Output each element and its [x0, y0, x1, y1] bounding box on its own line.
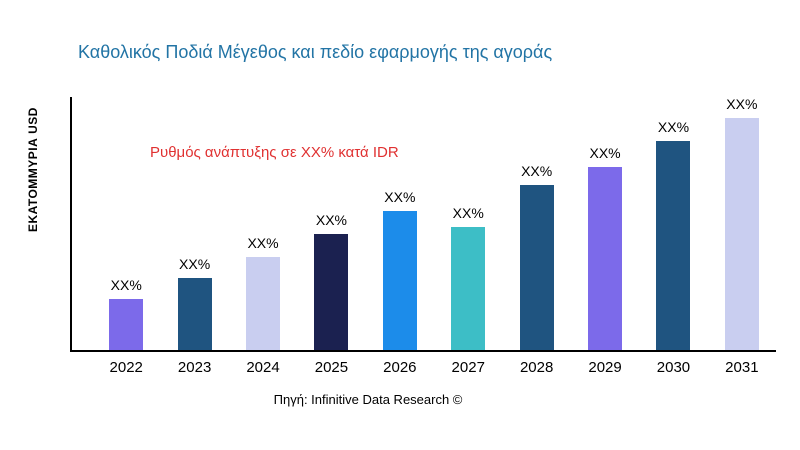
bar-2025 [314, 234, 349, 350]
bar-value-label: XX% [452, 205, 484, 221]
bar-value-label: XX% [384, 189, 416, 205]
x-tick-2030: 2030 [656, 359, 691, 376]
bar-value-label: XX% [726, 96, 758, 112]
x-tick-2026: 2026 [383, 359, 417, 376]
bar-group-2022: XX% [92, 277, 160, 350]
bar-group-2028: XX% [502, 163, 570, 350]
bar-2024 [246, 257, 281, 350]
chart-title: Καθολικός Ποδιά Μέγεθος και πεδίο εφαρμο… [78, 42, 553, 62]
plot-area: XX% XX% XX% XX% XX% XX% XX% XX% XX% XX% [70, 96, 776, 352]
x-tick-2025: 2025 [314, 359, 349, 376]
bar-2029 [588, 167, 623, 350]
x-tick-2024: 2024 [246, 359, 280, 376]
x-tick-2027: 2027 [451, 359, 485, 376]
x-tick-2028: 2028 [519, 359, 554, 376]
bar-group-2025: XX% [297, 212, 365, 350]
bar-value-label: XX% [110, 277, 142, 293]
bar-2028 [519, 185, 554, 350]
y-axis-label: ΕΚΑΤΟΜΜΥΡΙΑ USD [26, 107, 40, 233]
x-tick-2029: 2029 [588, 359, 622, 376]
bar-value-label: XX% [179, 256, 211, 272]
bar-value-label: XX% [657, 119, 690, 135]
bar-2026 [382, 211, 417, 350]
bar-2023 [177, 278, 212, 350]
growth-rate-annotation: Ρυθμός ανάπτυξης σε XX% κατά IDR [150, 144, 399, 161]
x-tick-2022: 2022 [109, 359, 143, 376]
x-axis-labels: 2022 2023 2024 2025 2026 2027 2028 2029 2030 2031 [92, 359, 776, 376]
bar-group-2027: XX% [434, 205, 502, 350]
x-tick-2023: 2023 [177, 359, 212, 376]
bar-value-label: XX% [247, 235, 279, 251]
bar-group-2029: XX% [571, 145, 639, 350]
bar-value-label: XX% [315, 212, 347, 228]
x-tick-2031: 2031 [725, 359, 759, 376]
bar-group-2023: XX% [160, 256, 228, 350]
bar-2027 [451, 227, 486, 350]
bar-group-2026: XX% [366, 189, 434, 350]
bar-group-2030: XX% [639, 119, 707, 350]
bar-value-label: XX% [589, 145, 621, 161]
bar-2022 [109, 299, 144, 350]
source-attribution: Πηγή: Infinitive Data Research © [273, 392, 463, 407]
bar-value-label: XX% [521, 163, 553, 179]
bar-2030 [656, 141, 691, 350]
bar-group-2024: XX% [229, 235, 297, 350]
bar-2031 [724, 118, 759, 350]
bar-group-2031: XX% [708, 96, 776, 350]
